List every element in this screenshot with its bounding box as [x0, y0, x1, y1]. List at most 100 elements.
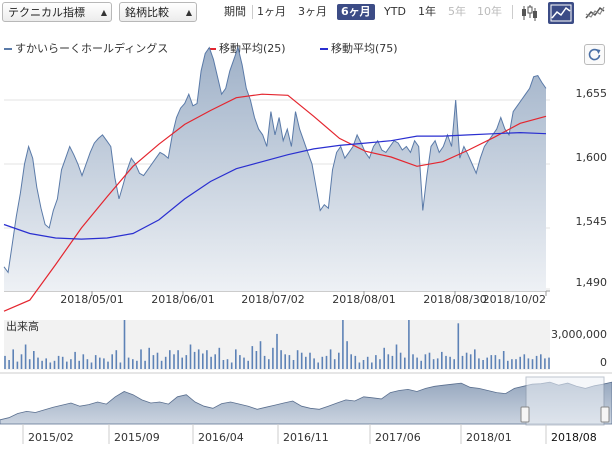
volume-bar — [255, 351, 258, 369]
volume-bar — [49, 362, 52, 369]
volume-bar — [383, 347, 385, 369]
range-ytd-button[interactable]: YTD — [384, 5, 406, 18]
volume-bar — [317, 362, 319, 369]
x-tick-label: 2018/10/02 — [483, 293, 546, 306]
volume-bar — [202, 353, 204, 369]
period-label: 期間 — [224, 5, 246, 18]
volume-bar — [177, 350, 179, 369]
volume-bar — [127, 357, 130, 369]
legend-price: すかいらーくホールディングス — [4, 40, 168, 56]
volume-bar — [45, 358, 47, 369]
volume-bar — [41, 360, 43, 369]
legend-label-ma75: 移動平均(75) — [331, 42, 398, 55]
volume-bar — [498, 359, 501, 369]
range-5y-button[interactable]: 5年 — [448, 5, 466, 18]
volume-bar — [490, 355, 493, 369]
volume-bar — [548, 357, 550, 369]
volume-bar — [280, 350, 282, 369]
volume-bar — [94, 355, 97, 369]
volume-bar — [123, 320, 126, 369]
volume-bar — [465, 352, 468, 369]
y-tick-label: 1,655 — [576, 87, 608, 100]
volume-bar — [235, 349, 237, 369]
navigator-tick-label: 2015/09 — [114, 431, 160, 444]
refresh-button[interactable] — [584, 44, 605, 65]
volume-bar — [379, 359, 381, 369]
navigator-area — [0, 381, 612, 425]
volume-tick-label: 0 — [600, 356, 607, 369]
volume-bar — [441, 351, 443, 369]
volume-bar — [350, 354, 352, 369]
volume-bar — [445, 355, 447, 369]
volume-bar — [259, 341, 262, 369]
volume-bar — [395, 344, 398, 369]
x-tick-label: 2018/08/01 — [332, 293, 395, 306]
range-1y-button[interactable]: 1年 — [418, 5, 436, 18]
navigator-right-handle[interactable] — [600, 406, 610, 423]
chevron-updown-icon: ▲ — [185, 8, 192, 17]
legend-label-price: すかいらーくホールディングス — [15, 42, 169, 55]
volume-bar — [391, 355, 394, 369]
volume-bar — [531, 359, 534, 369]
volume-bar — [206, 350, 208, 369]
area-chart-icon[interactable] — [548, 2, 574, 24]
navigator-selection-window[interactable] — [525, 376, 605, 426]
range-3m-button[interactable]: 3ヶ月 — [298, 5, 327, 18]
volume-bar — [432, 359, 435, 369]
volume-bar — [169, 350, 171, 369]
x-tick-label: 2018/06/01 — [151, 293, 214, 306]
y-tick-label: 1,600 — [576, 151, 608, 164]
volume-bar — [214, 354, 216, 369]
price-line — [3, 45, 547, 274]
volume-bar — [57, 355, 60, 369]
range-10y-button[interactable]: 10年 — [477, 5, 502, 18]
volume-bar — [486, 357, 488, 369]
volume-bar — [436, 358, 439, 369]
legend-ma75: 移動平均(75) — [320, 40, 398, 56]
compare-chart-icon[interactable] — [584, 3, 606, 23]
refresh-icon — [588, 48, 601, 61]
volume-bar — [387, 354, 390, 369]
volume-bar — [115, 350, 118, 369]
volume-bar — [66, 361, 68, 369]
volume-bar — [160, 360, 163, 369]
volume-bar — [408, 320, 410, 369]
navigator-left-handle[interactable] — [520, 406, 530, 423]
volume-bar — [399, 352, 402, 369]
volume-bar — [156, 352, 159, 369]
volume-bar — [288, 355, 291, 369]
volume-bar — [272, 347, 274, 369]
volume-bar — [33, 351, 35, 369]
volume-bar — [375, 355, 377, 369]
volume-bar — [309, 352, 311, 369]
range-6m-button[interactable]: 6ヶ月 — [337, 4, 375, 20]
indicator-select[interactable]: テクニカル指標 ▲ — [2, 2, 112, 22]
compare-select[interactable]: 銘柄比較 ▲ — [119, 2, 197, 22]
volume-bar — [28, 359, 31, 369]
range-1m-button[interactable]: 1ヶ月 — [257, 5, 286, 18]
volume-bar — [535, 355, 538, 369]
volume-bar — [362, 360, 365, 369]
volume-bar — [218, 347, 221, 369]
volume-bar — [103, 358, 105, 369]
volume-bar — [412, 354, 414, 369]
ma75-line — [3, 131, 547, 240]
x-tick-label: 2018/08/30 — [423, 293, 486, 306]
candlestick-icon[interactable] — [519, 3, 539, 23]
volume-bar — [185, 355, 188, 369]
volume-bar — [494, 355, 497, 369]
volume-bar — [197, 349, 200, 369]
volume-bar — [193, 351, 196, 369]
volume-bar — [342, 320, 344, 369]
volume-bar — [544, 358, 546, 369]
volume-bar — [321, 356, 324, 370]
volume-tick-label: 3,000,000 — [551, 328, 607, 341]
volume-bar — [144, 360, 146, 369]
volume-bar — [37, 357, 39, 369]
volume-bar — [540, 354, 542, 369]
volume-bar — [119, 362, 122, 369]
volume-bar — [173, 354, 175, 369]
volume-bar — [239, 355, 241, 369]
volume-bar — [366, 356, 369, 370]
